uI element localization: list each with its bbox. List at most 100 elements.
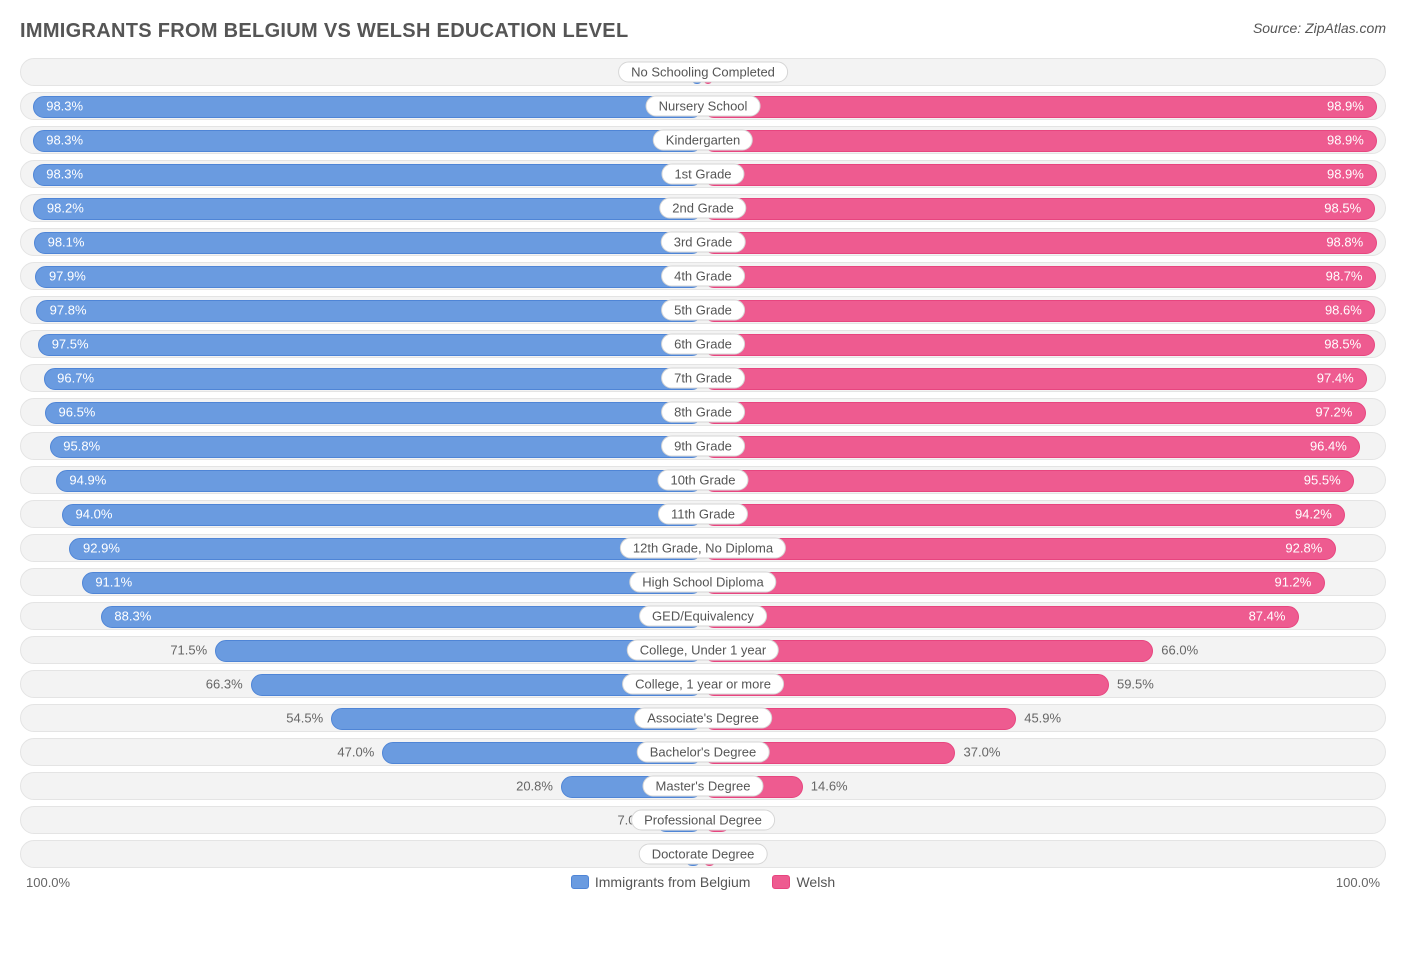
chart-row: 71.5% 66.0% College, Under 1 year	[20, 636, 1386, 664]
value-label-left: 96.5%	[59, 405, 96, 420]
bar-left	[69, 538, 703, 560]
chart-row: 54.5%45.9%Associate's Degree	[20, 704, 1386, 732]
chart-footer: 100.0% Immigrants from Belgium Welsh 100…	[20, 874, 1386, 890]
chart-row: 66.3%59.5%College, 1 year or more	[20, 670, 1386, 698]
category-label: 5th Grade	[661, 300, 745, 321]
category-label: No Schooling Completed	[618, 62, 788, 83]
bar-right	[703, 164, 1377, 186]
category-label: Kindergarten	[653, 130, 753, 151]
value-label-right: 96.4%	[1310, 439, 1347, 454]
bar-right	[703, 368, 1367, 390]
category-label: 10th Grade	[657, 470, 748, 491]
chart-row: 7.0%4.3%Professional Degree	[20, 806, 1386, 834]
chart-title: IMMIGRANTS FROM BELGIUM VS WELSH EDUCATI…	[20, 20, 628, 43]
chart-track: 91.1%91.2%High School Diploma	[20, 568, 1386, 596]
value-label-left: 71.5%	[170, 643, 207, 658]
category-label: Doctorate Degree	[639, 844, 768, 865]
value-label-right: 98.8%	[1326, 235, 1363, 250]
legend: Immigrants from Belgium Welsh	[571, 874, 835, 890]
category-label: 1st Grade	[661, 164, 744, 185]
chart-track: 98.1%98.8%3rd Grade	[20, 228, 1386, 256]
axis-right-end: 100.0%	[1336, 875, 1380, 890]
chart-track: 20.8%14.6%Master's Degree	[20, 772, 1386, 800]
category-label: Associate's Degree	[634, 708, 772, 729]
chart-row: 97.8% 98.6% 5th Grade	[20, 296, 1386, 324]
chart-track: 47.0%37.0%Bachelor's Degree	[20, 738, 1386, 766]
chart-row: 94.0%94.2%11th Grade	[20, 500, 1386, 528]
chart-track: 96.5%97.2%8th Grade	[20, 398, 1386, 426]
value-label-left: 88.3%	[114, 609, 151, 624]
category-label: 6th Grade	[661, 334, 745, 355]
bar-right	[703, 266, 1376, 288]
legend-label-left: Immigrants from Belgium	[595, 874, 751, 890]
bar-right	[703, 300, 1375, 322]
value-label-left: 98.2%	[47, 201, 84, 216]
chart-row: 91.1%91.2%High School Diploma	[20, 568, 1386, 596]
legend-item-right: Welsh	[772, 874, 835, 890]
category-label: 11th Grade	[658, 504, 748, 525]
chart-track: 98.3%98.9%1st Grade	[20, 160, 1386, 188]
bar-left	[56, 470, 703, 492]
value-label-right: 97.4%	[1317, 371, 1354, 386]
category-label: 7th Grade	[661, 368, 745, 389]
chart-track: 1.7%1.5%No Schooling Completed	[20, 58, 1386, 86]
axis-left-end: 100.0%	[26, 875, 70, 890]
bar-left	[34, 232, 703, 254]
bar-left	[45, 402, 703, 424]
chart-row: 98.3%98.9%Kindergarten	[20, 126, 1386, 154]
value-label-left: 98.1%	[48, 235, 85, 250]
chart-track: 97.5%98.5%6th Grade	[20, 330, 1386, 358]
category-label: GED/Equivalency	[639, 606, 767, 627]
chart-row: 98.3%98.9%1st Grade	[20, 160, 1386, 188]
category-label: 9th Grade	[661, 436, 745, 457]
chart-row: 94.9%95.5%10th Grade	[20, 466, 1386, 494]
value-label-right: 14.6%	[811, 779, 848, 794]
chart-row: 97.5%98.5%6th Grade	[20, 330, 1386, 358]
category-label: 2nd Grade	[659, 198, 746, 219]
value-label-right: 37.0%	[964, 745, 1001, 760]
chart-row: 92.9%92.8%12th Grade, No Diploma	[20, 534, 1386, 562]
category-label: 8th Grade	[661, 402, 745, 423]
value-label-left: 94.0%	[76, 507, 113, 522]
bar-left	[33, 164, 703, 186]
value-label-right: 98.7%	[1326, 269, 1363, 284]
bar-left	[82, 572, 703, 594]
value-label-right: 87.4%	[1249, 609, 1286, 624]
chart-row: 47.0%37.0%Bachelor's Degree	[20, 738, 1386, 766]
value-label-right: 98.9%	[1327, 133, 1364, 148]
bar-left	[33, 130, 703, 152]
legend-swatch-left	[571, 875, 589, 889]
value-label-right: 98.6%	[1325, 303, 1362, 318]
chart-track: 97.9%98.7%4th Grade	[20, 262, 1386, 290]
category-label: 12th Grade, No Diploma	[620, 538, 786, 559]
chart-row: 96.5%97.2%8th Grade	[20, 398, 1386, 426]
bar-right	[703, 232, 1377, 254]
chart-track: 7.0%4.3%Professional Degree	[20, 806, 1386, 834]
bar-right	[703, 402, 1366, 424]
chart-row: 98.2%98.5%2nd Grade	[20, 194, 1386, 222]
bar-left	[62, 504, 703, 526]
value-label-right: 66.0%	[1161, 643, 1198, 658]
chart-area: 1.7%1.5%No Schooling Completed 98.3%98.9%…	[20, 58, 1386, 868]
chart-row: 98.1%98.8%3rd Grade	[20, 228, 1386, 256]
value-label-right: 95.5%	[1304, 473, 1341, 488]
chart-track: 98.3%98.9%Nursery School	[20, 92, 1386, 120]
chart-track: 2.9%1.9%Doctorate Degree	[20, 840, 1386, 868]
bar-right	[703, 572, 1325, 594]
chart-track: 94.9%95.5%10th Grade	[20, 466, 1386, 494]
value-label-right: 92.8%	[1285, 541, 1322, 556]
chart-track: 71.5% 66.0% College, Under 1 year	[20, 636, 1386, 664]
category-label: College, Under 1 year	[627, 640, 779, 661]
value-label-left: 47.0%	[337, 745, 374, 760]
value-label-left: 91.1%	[95, 575, 132, 590]
chart-track: 88.3% 87.4% GED/Equivalency	[20, 602, 1386, 630]
category-label: High School Diploma	[629, 572, 776, 593]
chart-row: 98.3%98.9%Nursery School	[20, 92, 1386, 120]
value-label-left: 97.8%	[50, 303, 87, 318]
value-label-right: 59.5%	[1117, 677, 1154, 692]
bar-left	[33, 198, 703, 220]
value-label-right: 98.9%	[1327, 99, 1364, 114]
bar-left	[44, 368, 703, 390]
value-label-right: 98.5%	[1324, 337, 1361, 352]
bar-left	[101, 606, 703, 628]
